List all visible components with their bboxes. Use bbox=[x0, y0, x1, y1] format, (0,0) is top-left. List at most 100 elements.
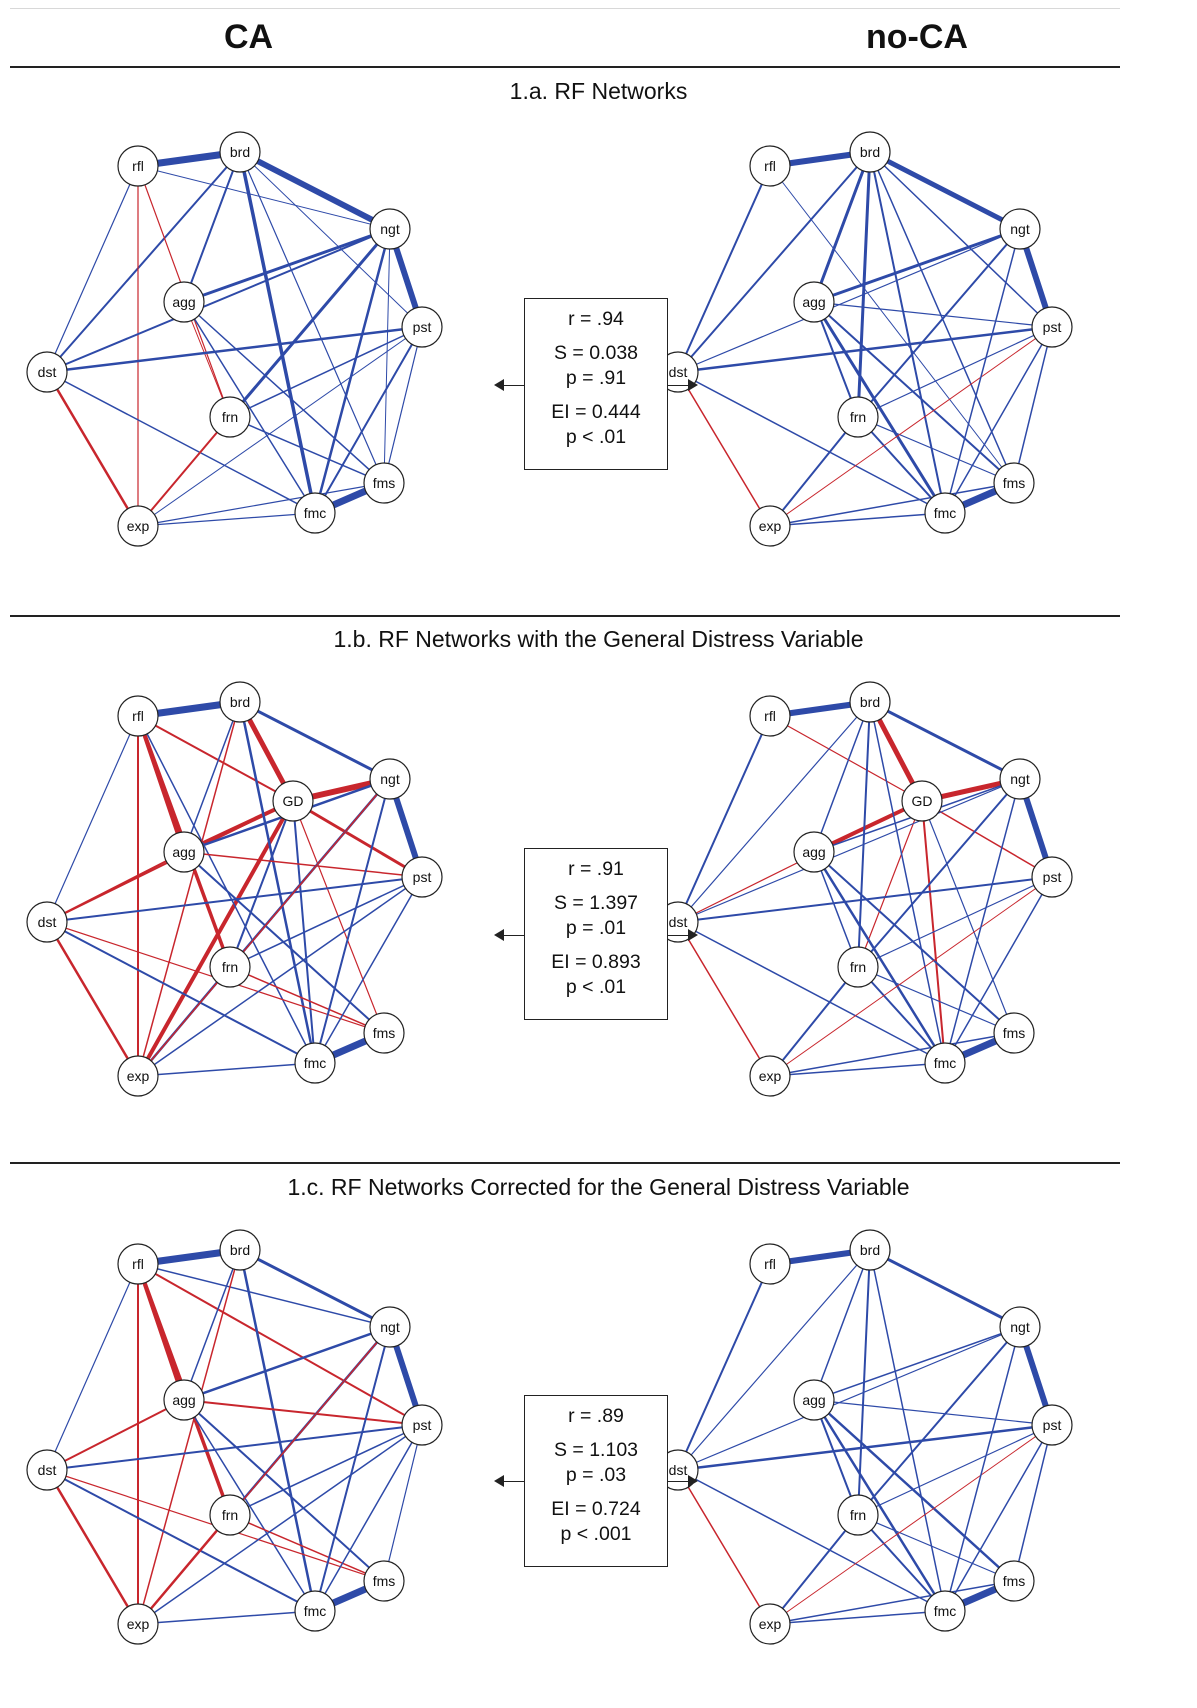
edge-pst-fms bbox=[1013, 326, 1053, 484]
edge-dst-fmc bbox=[46, 371, 316, 514]
edge-ngt-fmc bbox=[944, 1326, 1021, 1612]
edge-dst-fmc bbox=[677, 371, 946, 514]
node-label: dst bbox=[669, 1462, 688, 1478]
edge-brd-dst bbox=[677, 1249, 871, 1471]
edge-brd-ngt bbox=[237, 149, 393, 232]
edge-exp-pst bbox=[137, 326, 423, 527]
edge-brd-dst bbox=[677, 701, 871, 923]
edge-ngt-fmc bbox=[944, 228, 1021, 514]
edge-pst-fms bbox=[383, 326, 423, 484]
node-label: pst bbox=[1043, 869, 1062, 885]
node-label: dst bbox=[38, 914, 57, 930]
node-label: pst bbox=[413, 869, 432, 885]
stats-box-b: r = .91 S = 1.397 p = .01 EI = 0.893 p <… bbox=[524, 848, 668, 1020]
arrow-right-a bbox=[668, 379, 698, 391]
edge-dst-fmc bbox=[46, 1469, 316, 1612]
node-label: frn bbox=[850, 1507, 866, 1523]
node-exp: exp bbox=[749, 1603, 791, 1645]
node-ngt: ngt bbox=[999, 208, 1041, 250]
node-frn: frn bbox=[837, 1494, 879, 1536]
stat-ei: EI = 0.444 bbox=[551, 401, 641, 423]
node-label: rfl bbox=[132, 1256, 144, 1272]
node-brd: brd bbox=[849, 1229, 891, 1271]
node-label: frn bbox=[850, 409, 866, 425]
node-gd: GD bbox=[272, 780, 314, 822]
node-pst: pst bbox=[1031, 1404, 1073, 1446]
node-ngt: ngt bbox=[369, 208, 411, 250]
node-label: agg bbox=[802, 844, 825, 860]
edge-dst-ngt bbox=[677, 1326, 1021, 1471]
edge-brd-agg bbox=[813, 1249, 871, 1401]
edge-brd-exp bbox=[137, 1249, 241, 1625]
network-ca-b: rfl brd ngt pst fms fmc exp dst agg frn GD bbox=[26, 681, 443, 1097]
node-label: fms bbox=[373, 475, 396, 491]
node-fms: fms bbox=[993, 1012, 1035, 1054]
node-exp: exp bbox=[749, 1055, 791, 1097]
node-exp: exp bbox=[117, 505, 159, 547]
node-ngt: ngt bbox=[369, 1306, 411, 1348]
node-dst: dst bbox=[26, 901, 68, 943]
node-frn: frn bbox=[837, 396, 879, 438]
edge-brd-fms bbox=[869, 151, 1015, 484]
edge-agg-fms bbox=[813, 301, 1015, 484]
node-label: brd bbox=[860, 694, 880, 710]
stat-s-p: p = .01 bbox=[565, 917, 627, 939]
node-label: rfl bbox=[764, 158, 776, 174]
edge-GD-exp bbox=[136, 799, 295, 1078]
node-label: rfl bbox=[132, 158, 144, 174]
edge-agg-pst bbox=[183, 851, 423, 878]
edge-dst-exp bbox=[45, 920, 140, 1078]
edge-rfl-dst bbox=[677, 715, 771, 923]
node-agg: agg bbox=[163, 1379, 205, 1421]
edge-exp-pst bbox=[769, 876, 1053, 1077]
node-label: exp bbox=[759, 1068, 782, 1084]
node-label: frn bbox=[222, 1507, 238, 1523]
stat-ei-p: p < .001 bbox=[560, 1523, 632, 1545]
stat-s: S = 1.103 bbox=[553, 1439, 639, 1461]
node-label: GD bbox=[912, 793, 933, 809]
stat-s-p: p = .91 bbox=[565, 367, 627, 389]
edge-dst-agg bbox=[46, 851, 185, 923]
node-label: brd bbox=[860, 1242, 880, 1258]
stat-s: S = 0.038 bbox=[553, 342, 639, 364]
arrow-right-b bbox=[668, 929, 698, 941]
edge-agg-ngt bbox=[813, 1326, 1021, 1401]
edge-agg-ngt bbox=[182, 227, 392, 304]
node-fms: fms bbox=[363, 462, 405, 504]
edge-dst-exp bbox=[45, 1468, 140, 1626]
edge-GD-rfl bbox=[137, 715, 294, 802]
node-label: fmc bbox=[934, 505, 957, 521]
edge-exp-pst bbox=[769, 1424, 1053, 1625]
arrow-right-c bbox=[668, 1475, 698, 1487]
node-fmc: fmc bbox=[924, 1590, 966, 1632]
edge-ngt-fmc bbox=[314, 778, 391, 1064]
node-label: fmc bbox=[934, 1055, 957, 1071]
section-title-b: 1.b. RF Networks with the General Distre… bbox=[333, 626, 864, 652]
node-frn: frn bbox=[837, 946, 879, 988]
node-label: ngt bbox=[1010, 771, 1030, 787]
edge-frn-fms bbox=[857, 1514, 1015, 1582]
node-label: brd bbox=[860, 144, 880, 160]
section-title-c: 1.c. RF Networks Corrected for the Gener… bbox=[287, 1174, 910, 1200]
node-label: pst bbox=[413, 1417, 432, 1433]
node-label: dst bbox=[38, 1462, 57, 1478]
edge-brd-pst bbox=[239, 151, 423, 328]
node-rfl: rfl bbox=[749, 145, 791, 187]
edge-exp-fms bbox=[137, 482, 385, 527]
edge-GD-rfl bbox=[769, 715, 923, 802]
edge-pst-frn bbox=[857, 876, 1053, 968]
node-brd: brd bbox=[849, 131, 891, 173]
edge-dst-ngt bbox=[46, 228, 391, 373]
edge-brd-agg bbox=[813, 701, 871, 853]
node-label: pst bbox=[1043, 1417, 1062, 1433]
node-rfl: rfl bbox=[749, 1243, 791, 1285]
node-exp: exp bbox=[117, 1055, 159, 1097]
edge-brd-fmc bbox=[869, 151, 946, 514]
header-ca: CA bbox=[224, 18, 274, 56]
edge-brd-dst bbox=[46, 151, 241, 373]
edge-ngt-fmc bbox=[944, 778, 1021, 1064]
edge-frn-exp bbox=[137, 416, 231, 527]
node-label: exp bbox=[759, 1616, 782, 1632]
network-ca-a: rfl brd ngt pst fms fmc exp dst agg frn bbox=[26, 131, 443, 547]
node-label: frn bbox=[222, 409, 238, 425]
